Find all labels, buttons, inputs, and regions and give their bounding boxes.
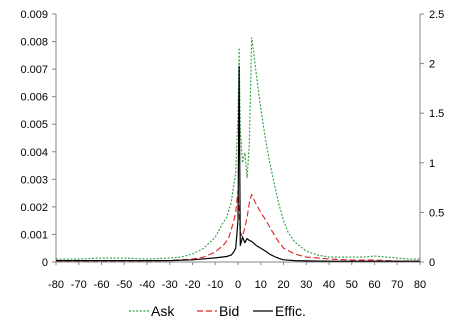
- x-tick-label: -30: [162, 279, 178, 291]
- x-tick-label: 30: [300, 279, 312, 291]
- legend-label: Ask: [151, 303, 175, 319]
- y-tick-label-left: 0.001: [20, 229, 48, 241]
- x-tick-label: 10: [255, 279, 267, 291]
- x-tick-label: 20: [277, 279, 289, 291]
- series-layer: [56, 37, 420, 262]
- y-tick-label-left: 0.008: [20, 37, 48, 49]
- x-tick-label: 60: [368, 279, 380, 291]
- y-tick-label-right: 0: [429, 257, 435, 269]
- y-tick-label-left: 0.002: [20, 202, 48, 214]
- y-tick-label-left: 0.007: [20, 64, 48, 76]
- x-tick-label: 0: [235, 279, 241, 291]
- x-tick-label: -40: [139, 279, 155, 291]
- y-tick-label-right: 1.5: [429, 108, 444, 120]
- y-tick-label-right: 2: [429, 59, 435, 71]
- x-tick-label: 40: [323, 279, 335, 291]
- axes: 0 0.001 0.002 0.003 0.004 0.005 0.006 0.007 0.00…: [20, 9, 444, 291]
- legend: Ask Bid Effic.: [129, 303, 306, 319]
- y-tick-label-left: 0.009: [20, 9, 48, 21]
- x-tick-label: 70: [391, 279, 403, 291]
- x-tick-label: -50: [116, 279, 132, 291]
- x-tick-label: 80: [414, 279, 426, 291]
- y-tick-label-left: 0.006: [20, 92, 48, 104]
- x-tick-label: -60: [94, 279, 110, 291]
- series-line-effic: [56, 65, 420, 262]
- x-tick-label: -70: [71, 279, 87, 291]
- x-tick-label: -80: [48, 279, 64, 291]
- y-tick-label-right: 2.5: [429, 9, 444, 21]
- y-tick-label-left: 0.005: [20, 119, 48, 131]
- x-tick-label: -20: [185, 279, 201, 291]
- legend-label: Bid: [219, 303, 239, 319]
- legend-label: Effic.: [275, 303, 306, 319]
- y-tick-label-right: 0.5: [429, 207, 444, 219]
- y-tick-label-left: 0.004: [20, 147, 48, 159]
- y-tick-label-left: 0.003: [20, 174, 48, 186]
- x-tick-label: -10: [207, 279, 223, 291]
- series-line-ask: [56, 37, 420, 260]
- y-tick-label-right: 1: [429, 158, 435, 170]
- y-tick-label-left: 0: [42, 257, 48, 269]
- x-tick-label: 50: [346, 279, 358, 291]
